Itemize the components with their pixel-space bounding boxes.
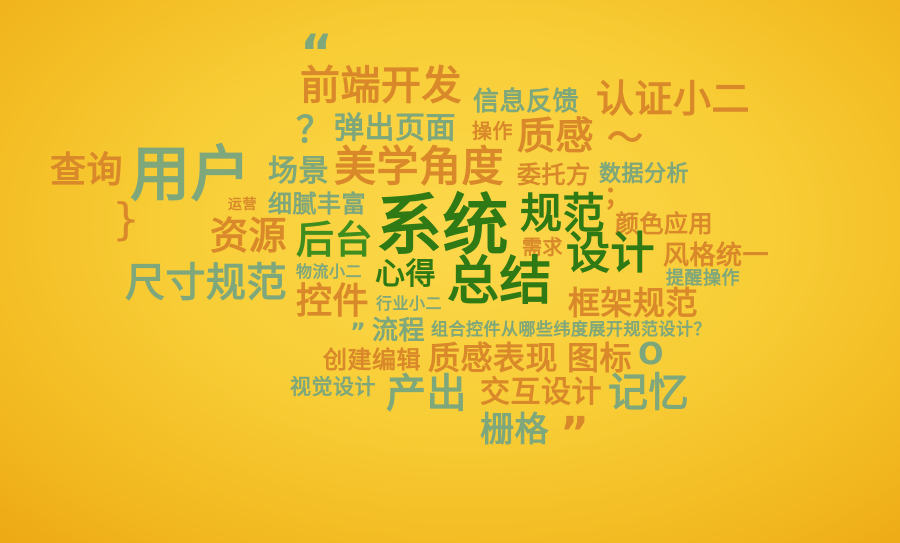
- word-popup-page: 弹出页面: [334, 111, 456, 146]
- word-tilde: ～: [607, 118, 644, 159]
- word-process: 流程: [372, 316, 426, 346]
- word-create-edit: 创建编辑: [323, 346, 421, 374]
- word-circle: O: [638, 337, 665, 372]
- word-resources: 资源: [210, 214, 288, 258]
- word-frontend-dev: 前端开发: [300, 63, 462, 109]
- word-control: 控件: [296, 281, 370, 322]
- word-design: 设计: [566, 228, 655, 279]
- word-color-usage: 颜色应用: [615, 210, 713, 238]
- word-data-analysis: 数据分析: [599, 162, 690, 187]
- word-delicate-rich: 细腻丰富: [268, 190, 366, 218]
- word-certified-staff: 认证小二: [596, 77, 751, 121]
- word-icon: 图标: [567, 339, 633, 377]
- word-size-spec: 尺寸规范: [125, 260, 287, 306]
- word-visual-design: 视觉设计: [290, 375, 376, 399]
- word-reminder-operation: 提醒操作: [666, 268, 740, 289]
- word-summary: 总结: [447, 252, 553, 312]
- word-close-quote-large: ”: [560, 408, 590, 459]
- word-aesthetic-angle: 美学角度: [334, 142, 505, 191]
- word-backend: 后台: [296, 218, 374, 262]
- word-semicolon: ；: [604, 182, 631, 212]
- word-close-quote-small: ”: [350, 318, 367, 346]
- word-user: 用户: [130, 140, 251, 210]
- word-info-feedback: 信息反馈: [473, 87, 580, 117]
- word-interaction-design: 交互设计: [480, 375, 602, 410]
- word-open-quote: “: [300, 24, 334, 82]
- word-scenario: 场景: [268, 154, 329, 189]
- word-texture: 质感: [517, 114, 595, 158]
- word-logistics-staff: 物流小二: [296, 262, 363, 281]
- word-specification: 规范: [520, 189, 606, 238]
- word-industry-staff: 行业小二: [376, 294, 443, 313]
- word-output: 产出: [386, 371, 467, 417]
- word-close-brace: }: [112, 194, 141, 245]
- word-texture-expression: 质感表现: [428, 339, 559, 377]
- word-question-mark: ？: [296, 110, 333, 151]
- word-insights: 心得: [375, 257, 436, 292]
- word-operation: 操作: [472, 119, 513, 143]
- word-requirement: 需求: [522, 235, 563, 259]
- word-memory: 记忆: [608, 370, 689, 416]
- word-consistent-style: 风格统一: [663, 241, 770, 271]
- word-compound-control-question: 组合控件从哪些纬度展开规范设计？: [431, 320, 711, 340]
- word-client: 委托方: [517, 161, 591, 189]
- word-operations: 运营: [228, 197, 257, 213]
- word-system: 系统: [376, 187, 509, 264]
- word-grid: 栅格: [480, 410, 549, 450]
- word-framework-spec: 框架规范: [568, 284, 699, 322]
- word-query: 查询: [50, 150, 124, 191]
